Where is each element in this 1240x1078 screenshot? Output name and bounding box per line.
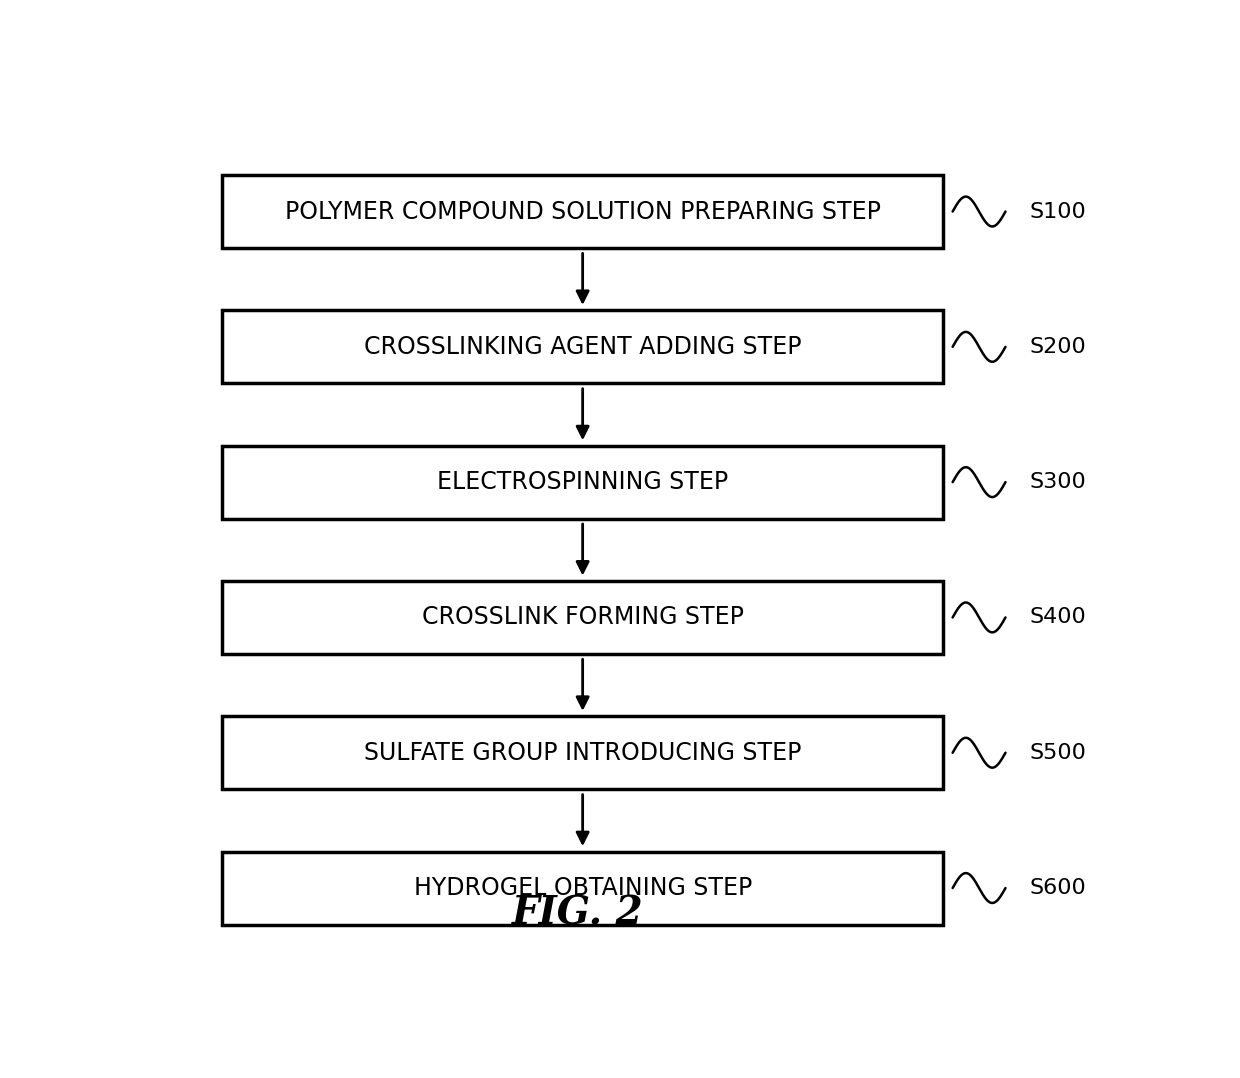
FancyBboxPatch shape — [222, 445, 944, 519]
Text: ELECTROSPINNING STEP: ELECTROSPINNING STEP — [436, 470, 728, 494]
Text: S600: S600 — [1029, 879, 1086, 898]
Text: HYDROGEL OBTAINING STEP: HYDROGEL OBTAINING STEP — [413, 876, 751, 900]
Text: S200: S200 — [1029, 336, 1086, 357]
Text: S400: S400 — [1029, 607, 1086, 627]
Text: S500: S500 — [1029, 743, 1086, 763]
FancyBboxPatch shape — [222, 716, 944, 789]
FancyBboxPatch shape — [222, 852, 944, 925]
Text: CROSSLINK FORMING STEP: CROSSLINK FORMING STEP — [422, 606, 744, 630]
FancyBboxPatch shape — [222, 581, 944, 654]
Text: SULFATE GROUP INTRODUCING STEP: SULFATE GROUP INTRODUCING STEP — [365, 741, 801, 764]
Text: S300: S300 — [1029, 472, 1086, 493]
Text: POLYMER COMPOUND SOLUTION PREPARING STEP: POLYMER COMPOUND SOLUTION PREPARING STEP — [285, 199, 880, 223]
FancyBboxPatch shape — [222, 310, 944, 384]
Text: FIG. 2: FIG. 2 — [512, 895, 644, 932]
Text: S100: S100 — [1029, 202, 1086, 222]
FancyBboxPatch shape — [222, 175, 944, 248]
Text: CROSSLINKING AGENT ADDING STEP: CROSSLINKING AGENT ADDING STEP — [363, 335, 801, 359]
